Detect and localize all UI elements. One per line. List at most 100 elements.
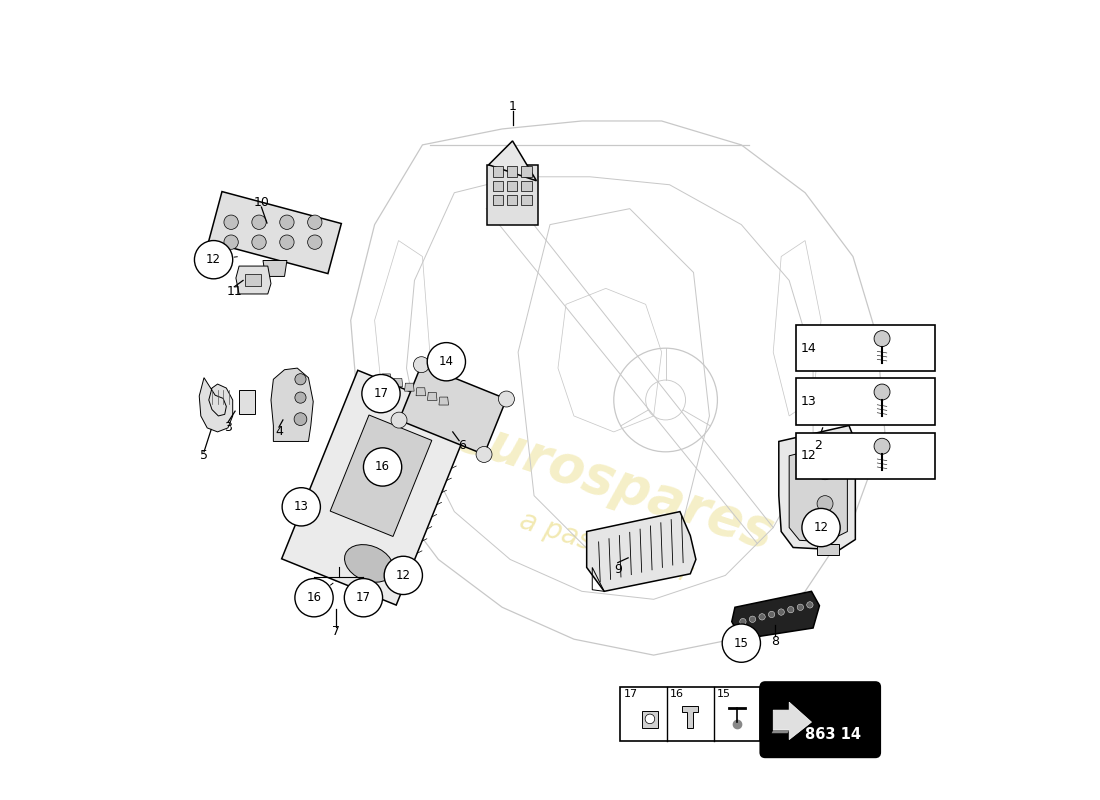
Polygon shape bbox=[416, 388, 426, 396]
Text: 16: 16 bbox=[375, 461, 390, 474]
Circle shape bbox=[874, 384, 890, 400]
Circle shape bbox=[295, 374, 306, 385]
Polygon shape bbox=[344, 545, 394, 582]
Text: 6: 6 bbox=[459, 439, 466, 452]
Bar bbox=[507, 181, 517, 191]
Text: 14: 14 bbox=[439, 355, 454, 368]
Text: 9: 9 bbox=[614, 563, 622, 576]
Circle shape bbox=[224, 235, 239, 250]
Circle shape bbox=[769, 611, 774, 618]
Circle shape bbox=[295, 392, 306, 403]
Text: eurospares: eurospares bbox=[448, 407, 780, 560]
Circle shape bbox=[476, 446, 492, 462]
Circle shape bbox=[798, 604, 803, 610]
Text: 16: 16 bbox=[307, 591, 321, 604]
Text: 13: 13 bbox=[801, 395, 816, 408]
Circle shape bbox=[224, 215, 239, 230]
Circle shape bbox=[363, 448, 402, 486]
Text: 12: 12 bbox=[206, 253, 221, 266]
Text: 863 14: 863 14 bbox=[805, 726, 861, 742]
Text: 14: 14 bbox=[801, 342, 816, 354]
Text: 13: 13 bbox=[294, 500, 309, 514]
Circle shape bbox=[295, 578, 333, 617]
Polygon shape bbox=[439, 397, 449, 405]
Circle shape bbox=[427, 342, 465, 381]
Bar bbox=[493, 181, 503, 191]
Text: a passion for: a passion for bbox=[516, 506, 695, 589]
Polygon shape bbox=[330, 415, 432, 537]
Polygon shape bbox=[199, 378, 233, 432]
Circle shape bbox=[778, 609, 784, 615]
Polygon shape bbox=[271, 368, 314, 442]
Circle shape bbox=[282, 488, 320, 526]
Text: 12: 12 bbox=[801, 450, 816, 462]
Polygon shape bbox=[399, 365, 506, 454]
Text: 10: 10 bbox=[253, 196, 270, 209]
Circle shape bbox=[392, 412, 407, 428]
Bar bbox=[620, 687, 760, 742]
FancyBboxPatch shape bbox=[760, 682, 880, 757]
Polygon shape bbox=[789, 442, 847, 542]
Text: 7: 7 bbox=[332, 625, 340, 638]
Polygon shape bbox=[732, 591, 820, 639]
Bar bbox=[642, 711, 658, 729]
Text: 12: 12 bbox=[396, 569, 410, 582]
Circle shape bbox=[874, 438, 890, 454]
Polygon shape bbox=[779, 426, 856, 550]
Circle shape bbox=[294, 413, 307, 426]
Bar bbox=[795, 433, 935, 479]
Text: 17: 17 bbox=[356, 591, 371, 604]
Polygon shape bbox=[282, 370, 472, 605]
Polygon shape bbox=[773, 702, 812, 740]
Polygon shape bbox=[428, 393, 437, 400]
Text: 1: 1 bbox=[508, 100, 517, 113]
Circle shape bbox=[308, 235, 322, 250]
Circle shape bbox=[252, 215, 266, 230]
Circle shape bbox=[279, 235, 294, 250]
Circle shape bbox=[806, 602, 813, 608]
Circle shape bbox=[759, 614, 766, 620]
Text: 16: 16 bbox=[670, 689, 684, 698]
Bar bbox=[795, 378, 935, 425]
Circle shape bbox=[788, 606, 794, 613]
Polygon shape bbox=[771, 730, 789, 734]
Circle shape bbox=[802, 509, 840, 546]
Polygon shape bbox=[488, 141, 537, 181]
Bar bbox=[493, 166, 503, 177]
Bar bbox=[507, 166, 517, 177]
Polygon shape bbox=[393, 378, 403, 386]
Polygon shape bbox=[245, 274, 262, 286]
Bar bbox=[521, 166, 531, 177]
Text: 15: 15 bbox=[734, 637, 749, 650]
Circle shape bbox=[279, 215, 294, 230]
Bar bbox=[521, 181, 531, 191]
Text: 15: 15 bbox=[717, 689, 730, 698]
Circle shape bbox=[498, 391, 515, 407]
Circle shape bbox=[645, 714, 654, 724]
Text: 3: 3 bbox=[224, 422, 232, 434]
Circle shape bbox=[749, 616, 756, 622]
Text: 17: 17 bbox=[374, 387, 388, 400]
Polygon shape bbox=[682, 706, 698, 729]
Polygon shape bbox=[263, 261, 287, 277]
Text: 12: 12 bbox=[814, 521, 828, 534]
Bar bbox=[493, 195, 503, 206]
Circle shape bbox=[739, 618, 746, 625]
Bar bbox=[521, 195, 531, 206]
Circle shape bbox=[252, 235, 266, 250]
Text: 5: 5 bbox=[200, 450, 208, 462]
Circle shape bbox=[384, 556, 422, 594]
Text: 17: 17 bbox=[624, 689, 638, 698]
Circle shape bbox=[362, 374, 400, 413]
Polygon shape bbox=[382, 374, 392, 382]
Circle shape bbox=[195, 241, 233, 279]
Circle shape bbox=[723, 624, 760, 662]
Circle shape bbox=[874, 330, 890, 346]
Text: 8: 8 bbox=[771, 635, 779, 648]
Polygon shape bbox=[239, 390, 255, 414]
Text: 11: 11 bbox=[227, 285, 242, 298]
Circle shape bbox=[308, 215, 322, 230]
Polygon shape bbox=[209, 191, 341, 274]
Bar bbox=[795, 325, 935, 371]
Circle shape bbox=[344, 578, 383, 617]
